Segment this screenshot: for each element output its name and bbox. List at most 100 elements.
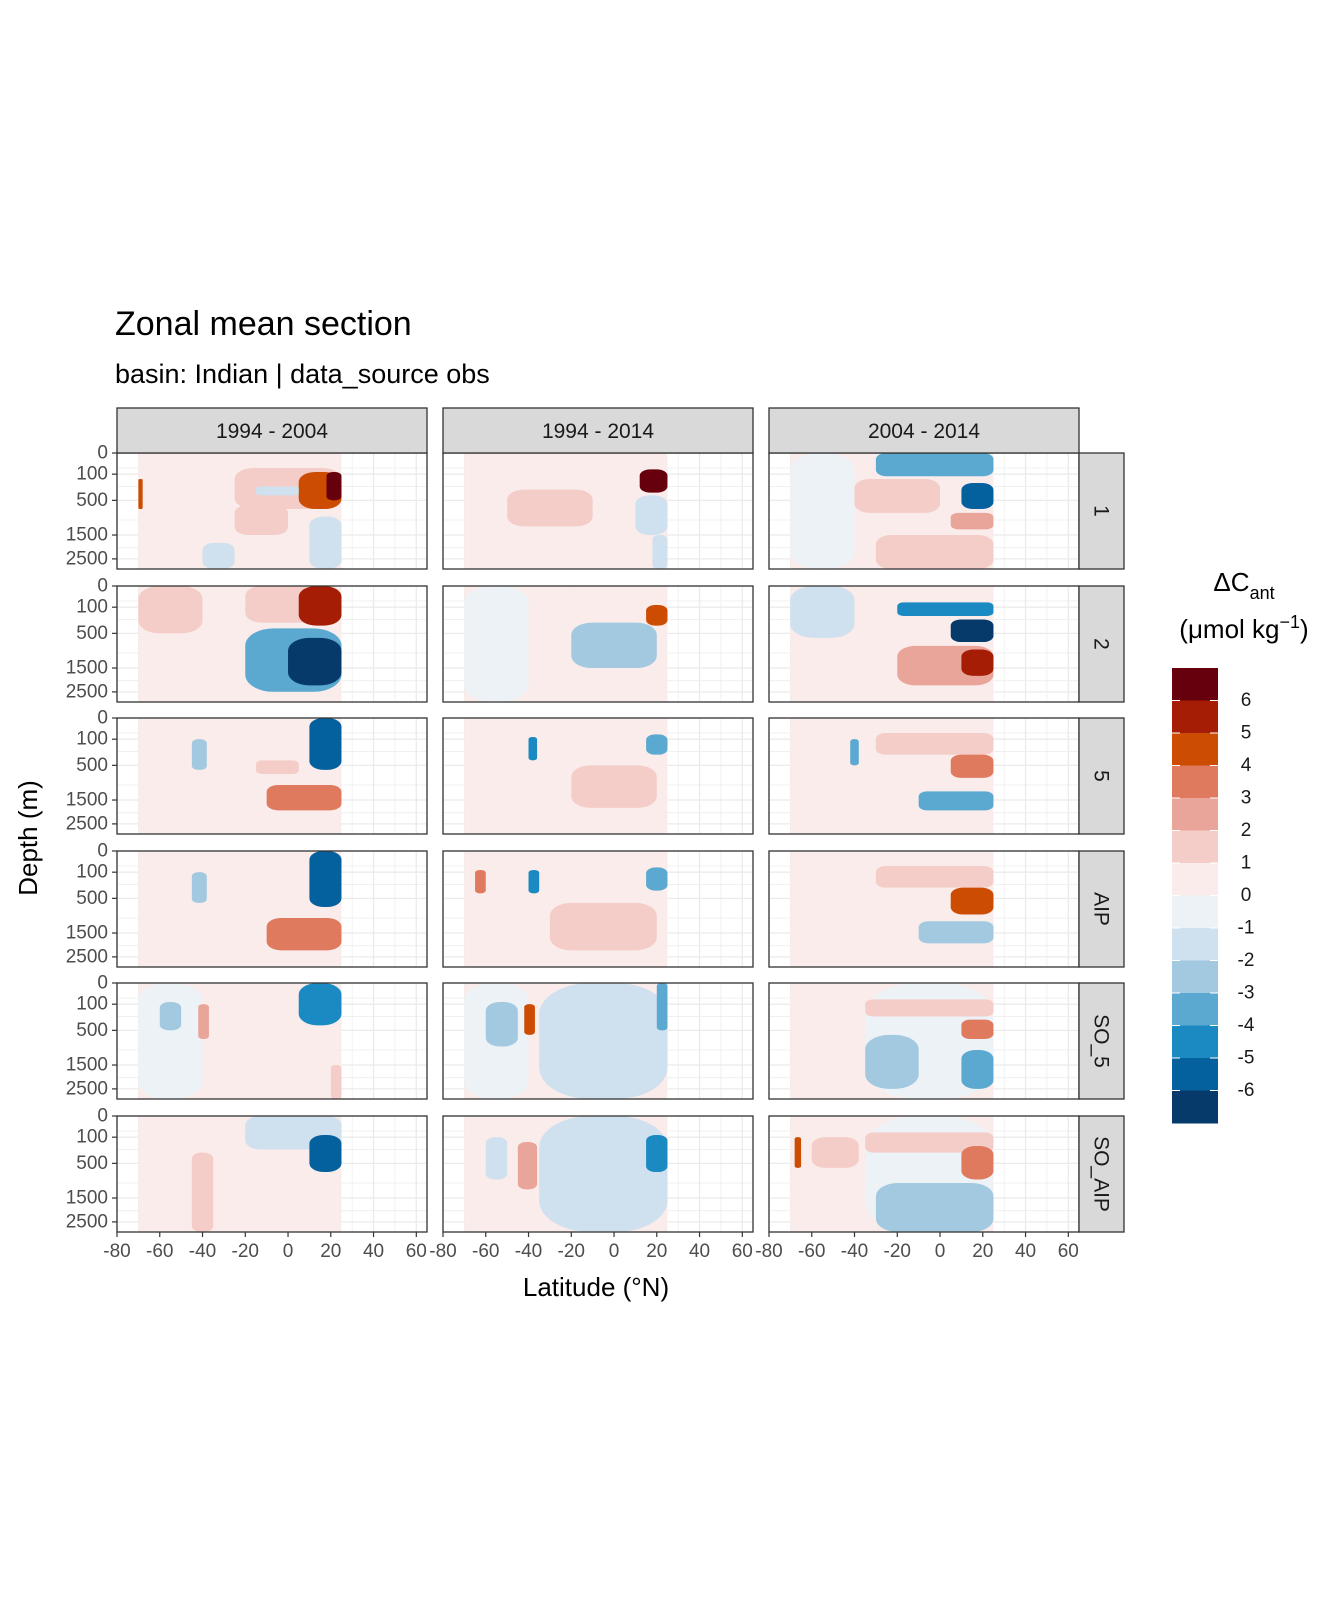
contour-region [875, 453, 994, 477]
contour-region [850, 739, 859, 766]
contour-region [854, 478, 941, 513]
y-tick-label: 0 [97, 708, 108, 729]
contour-region [961, 649, 994, 676]
y-tick-label: 100 [76, 994, 108, 1015]
column-strip-label: 1994 - 2014 [542, 420, 654, 443]
contour-region [794, 1137, 802, 1168]
x-tick-label: 20 [646, 1241, 667, 1262]
x-tick-label: -20 [558, 1241, 585, 1262]
contour-region [309, 1134, 342, 1173]
x-tick-label: 20 [320, 1241, 341, 1262]
contour-region [191, 1152, 214, 1232]
panel-data-field [464, 851, 668, 967]
contour-region [790, 453, 855, 569]
contour-region [646, 867, 668, 891]
panel-data-field [138, 718, 342, 834]
y-tick-label: 2500 [66, 681, 108, 702]
contour-region [656, 983, 668, 1031]
panel-data-field [464, 453, 668, 569]
facet-panel [442, 452, 754, 570]
y-tick-label: 100 [76, 597, 108, 618]
panel-data-field [138, 586, 342, 702]
facet-panel [442, 850, 754, 968]
contour-region [875, 865, 994, 888]
contour-region [255, 760, 299, 775]
chart-title: Zonal mean section [115, 305, 412, 343]
contour-region [524, 1004, 535, 1035]
row-strip-box [1078, 850, 1125, 968]
x-tick-label: 0 [609, 1241, 620, 1262]
legend-tick-label: 6 [1241, 690, 1252, 711]
y-tick-label: 1500 [66, 1055, 108, 1076]
x-tick-label: -40 [189, 1241, 216, 1262]
contour-region [918, 791, 994, 811]
panel-border [442, 1115, 754, 1233]
y-tick-label: 1500 [66, 923, 108, 944]
contour-region [865, 999, 994, 1017]
contour-region [950, 754, 994, 778]
contour-region [138, 983, 203, 1099]
x-tick-label: 60 [406, 1241, 427, 1262]
y-tick-label: 1500 [66, 525, 108, 546]
x-axis-title: Latitude (°N) [523, 1272, 669, 1302]
legend-tick-label: -1 [1238, 918, 1255, 939]
facet-panel [768, 850, 1080, 968]
x-tick-label: -80 [755, 1241, 782, 1262]
legend-color-cell [1172, 798, 1218, 831]
x-tick-label: -60 [472, 1241, 499, 1262]
contour-region [875, 535, 994, 569]
x-axes: -80 -60 -40 -20 0 20 40 60 -80 -60 -40 -20 0 20 40 60 -8… [103, 1232, 1079, 1262]
row-strip-label: AIP [1090, 892, 1113, 926]
legend-tick-label: -2 [1238, 950, 1255, 971]
legend-color-cell [1172, 765, 1218, 799]
legend-tick-label: -3 [1238, 983, 1255, 1004]
x-tick-label: 20 [972, 1241, 993, 1262]
contour-region [635, 495, 668, 536]
facet-panel [768, 1115, 1080, 1233]
y-tick-label: 0 [97, 576, 108, 597]
contour-region [191, 872, 207, 903]
contour-region [865, 1034, 919, 1089]
contour-region [528, 869, 540, 894]
panel-data-field [464, 983, 668, 1099]
panel-border [116, 585, 428, 703]
facet-panel [442, 1115, 754, 1233]
facet-panel [116, 717, 428, 835]
row-strip-box [1078, 1115, 1125, 1233]
column-strip-box [768, 407, 1080, 454]
x-tick-label: 0 [283, 1241, 294, 1262]
x-tick-label: 60 [1058, 1241, 1079, 1262]
legend-color-cell [1172, 830, 1218, 864]
contour-region [266, 784, 342, 811]
contour-region [309, 851, 342, 908]
y-tick-label: 2500 [66, 548, 108, 569]
panel-border [442, 850, 754, 968]
panel-data-field [790, 851, 994, 967]
legend-color-cell [1172, 700, 1218, 734]
contour-region [266, 917, 342, 951]
legend-tick-labels: 6 5 4 3 2 1 0 -1 -2 -3 -4 -5 -6 [1172, 690, 1255, 1101]
panel-data-field [790, 586, 994, 702]
y-tick-label: 1500 [66, 790, 108, 811]
facet-panel [442, 585, 754, 703]
contour-region [875, 732, 994, 755]
y-tick-label: 0 [97, 443, 108, 464]
x-tick-label: 0 [935, 1241, 946, 1262]
row-strip-box [1078, 717, 1125, 835]
y-tick-label: 100 [76, 464, 108, 485]
y-tick-label: 2500 [66, 946, 108, 967]
contour-region [138, 586, 203, 634]
row-strip-label: 1 [1090, 505, 1113, 517]
facet-panel [116, 1115, 428, 1233]
contour-region [646, 1134, 668, 1173]
x-tick-label: 40 [689, 1241, 710, 1262]
x-tick-label: 60 [732, 1241, 753, 1262]
legend-tick-label: -4 [1238, 1015, 1255, 1036]
x-tick-label: -20 [232, 1241, 259, 1262]
panel-border [116, 1115, 428, 1233]
legend-color-cell [1172, 1090, 1218, 1124]
panel-border [442, 982, 754, 1100]
facet-panel [442, 982, 754, 1100]
facet-panel [116, 585, 428, 703]
legend-title-main: ΔCant [1213, 567, 1274, 603]
